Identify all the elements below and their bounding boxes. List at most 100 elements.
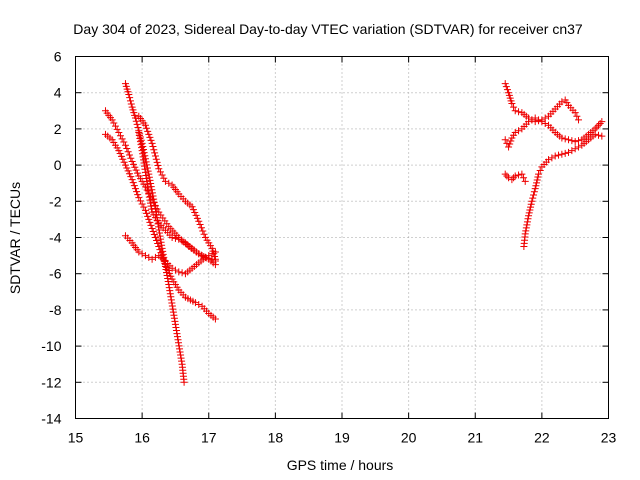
data-point-marker bbox=[501, 136, 509, 144]
y-tick-label: -6 bbox=[49, 266, 62, 282]
data-point-marker bbox=[596, 119, 604, 127]
data-point-marker bbox=[146, 133, 154, 141]
data-point-marker bbox=[575, 116, 583, 124]
data-point-marker bbox=[155, 243, 163, 251]
data-point-marker bbox=[170, 311, 178, 319]
data-point-marker bbox=[148, 139, 156, 147]
data-point-marker bbox=[118, 135, 126, 143]
y-tick-label: -14 bbox=[41, 411, 61, 427]
data-point-marker bbox=[177, 351, 185, 359]
data-point-marker bbox=[196, 220, 204, 228]
data-point-marker bbox=[193, 214, 201, 222]
data-point-marker bbox=[173, 333, 181, 341]
data-point-marker bbox=[165, 281, 173, 289]
data-point-marker bbox=[137, 141, 145, 149]
data-point-marker bbox=[125, 170, 133, 178]
data-point-marker bbox=[533, 179, 541, 187]
data-point-marker bbox=[127, 173, 135, 181]
data-point-marker bbox=[175, 342, 183, 350]
data-point-marker bbox=[133, 169, 141, 177]
data-point-marker bbox=[168, 299, 176, 307]
data-point-marker bbox=[529, 194, 537, 202]
data-point-marker bbox=[143, 209, 151, 217]
data-point-marker bbox=[146, 196, 154, 204]
data-point-marker bbox=[521, 230, 529, 238]
tick-labels: 15 16 17 18 19 20 21 22 23 -14 -12 -10 -8 -6 -4 -2 0 2 4 6 bbox=[41, 49, 616, 446]
data-point-marker bbox=[168, 302, 176, 310]
data-point-marker bbox=[126, 97, 134, 105]
data-point-marker bbox=[155, 226, 163, 234]
data-point-marker bbox=[518, 170, 526, 178]
data-point-marker bbox=[167, 272, 175, 280]
data-point-marker bbox=[138, 250, 146, 258]
data-point-marker bbox=[167, 293, 175, 301]
data-point-marker bbox=[125, 91, 133, 99]
data-point-marker bbox=[145, 130, 153, 138]
data-point-marker bbox=[525, 209, 533, 217]
data-point-marker bbox=[132, 166, 140, 174]
data-point-marker bbox=[136, 197, 144, 205]
data-point-marker bbox=[571, 109, 579, 117]
data-point-marker bbox=[108, 116, 116, 124]
data-point-marker bbox=[144, 212, 152, 220]
data-point-marker bbox=[565, 148, 573, 156]
data-point-marker bbox=[165, 179, 173, 187]
data-point-marker bbox=[157, 238, 165, 246]
data-point-marker bbox=[195, 250, 203, 258]
data-point-marker bbox=[147, 136, 155, 144]
series-track-7 bbox=[501, 80, 583, 126]
x-tick-label: 15 bbox=[68, 430, 84, 446]
data-point-marker bbox=[164, 266, 172, 274]
data-point-marker bbox=[170, 314, 178, 322]
data-point-marker bbox=[130, 182, 138, 190]
data-point-marker bbox=[211, 315, 219, 323]
data-point-marker bbox=[558, 134, 566, 142]
data-points bbox=[101, 80, 606, 386]
data-point-marker bbox=[558, 150, 566, 158]
data-point-marker bbox=[123, 144, 131, 152]
data-point-marker bbox=[507, 137, 515, 145]
data-point-marker bbox=[176, 345, 184, 353]
data-point-marker bbox=[525, 212, 533, 220]
data-point-marker bbox=[136, 138, 144, 146]
axis-ticks bbox=[75, 56, 609, 419]
data-point-marker bbox=[145, 190, 153, 198]
data-point-marker bbox=[151, 234, 159, 241]
series-track-9 bbox=[501, 170, 529, 185]
data-point-marker bbox=[535, 116, 543, 124]
data-point-marker bbox=[141, 252, 149, 260]
data-point-marker bbox=[530, 191, 538, 199]
data-point-marker bbox=[154, 220, 162, 228]
data-point-marker bbox=[511, 172, 519, 180]
data-point-marker bbox=[143, 124, 151, 132]
data-point-marker bbox=[571, 145, 579, 153]
data-point-marker bbox=[191, 209, 199, 217]
data-point-marker bbox=[115, 129, 123, 137]
data-point-marker bbox=[171, 320, 179, 328]
data-point-marker bbox=[169, 305, 177, 313]
data-point-marker bbox=[178, 269, 186, 277]
data-point-marker bbox=[129, 179, 137, 187]
data-point-marker bbox=[154, 240, 162, 248]
data-point-marker bbox=[515, 171, 523, 179]
data-point-marker bbox=[133, 188, 141, 196]
data-point-marker bbox=[173, 330, 181, 338]
data-point-marker bbox=[526, 206, 534, 214]
data-point-marker bbox=[121, 161, 129, 169]
data-point-marker bbox=[522, 227, 530, 235]
data-point-marker bbox=[503, 172, 511, 180]
data-point-marker bbox=[510, 174, 518, 182]
data-point-marker bbox=[155, 165, 163, 173]
data-point-marker bbox=[598, 132, 606, 140]
data-point-marker bbox=[530, 188, 538, 196]
data-point-marker bbox=[131, 163, 139, 171]
data-point-marker bbox=[527, 203, 535, 211]
series-track-8 bbox=[501, 114, 606, 151]
data-point-marker bbox=[128, 157, 136, 165]
data-point-marker bbox=[524, 215, 532, 223]
data-point-marker bbox=[195, 217, 203, 225]
data-point-marker bbox=[147, 202, 155, 210]
data-point-marker bbox=[110, 119, 118, 127]
series-track-2 bbox=[101, 107, 219, 269]
data-point-marker bbox=[149, 227, 157, 235]
